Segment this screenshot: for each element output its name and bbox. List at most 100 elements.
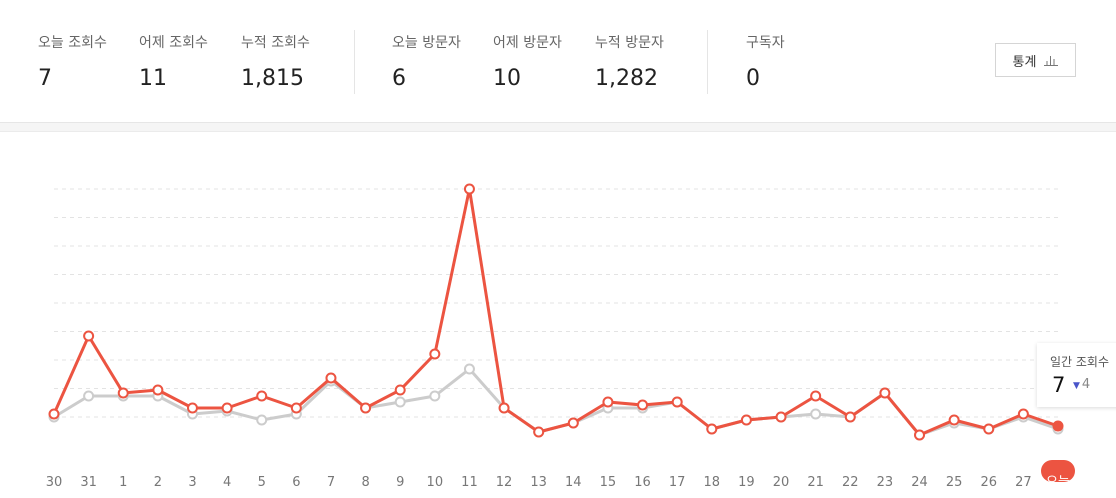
x-tick-label: 오늘: [1046, 475, 1070, 490]
x-tick-label: 18: [704, 475, 721, 490]
x-tick-label: 3: [188, 475, 196, 490]
x-tick-label: 23: [877, 475, 894, 490]
bar-chart-icon: [1044, 56, 1059, 66]
stat-value: 1,815: [241, 66, 304, 91]
section-separator: [0, 123, 1116, 132]
data-point: [983, 423, 995, 435]
data-point: [844, 411, 856, 423]
data-point: [221, 402, 233, 414]
data-point: [879, 387, 891, 399]
tooltip: 일간 조회수 7 ▼ 4: [1037, 343, 1116, 407]
x-tick-label: 30: [46, 475, 63, 490]
data-point: [83, 390, 95, 402]
data-point: [325, 372, 337, 384]
data-point: [567, 417, 579, 429]
data-point: [1052, 420, 1064, 432]
x-tick-label: 1: [119, 475, 127, 490]
stat-total-visitors: 누적 방문자 1,282: [595, 32, 664, 91]
down-arrow-icon: ▼: [1073, 381, 1080, 391]
data-point: [810, 408, 822, 420]
series-line-views: [52, 187, 1059, 437]
stat-total-views: 누적 조회수 1,815: [241, 32, 310, 91]
stat-label: 어제 방문자: [493, 35, 562, 51]
stat-value: 1,282: [595, 66, 658, 91]
data-point: [463, 363, 475, 375]
tooltip-title: 일간 조회수: [1050, 355, 1110, 369]
data-point: [48, 408, 60, 420]
x-tick-label: 26: [980, 475, 997, 490]
divider: [707, 30, 708, 94]
daily-chart: 30 31 1 2 3 4 5 6 7 8 9 10 11 12 13 14 15 16 17 18 19 20 21 22 2…: [46, 183, 1075, 490]
data-point: [256, 390, 268, 402]
data-point: [394, 396, 406, 408]
series-line-visitors: [53, 367, 1059, 437]
data-point: [360, 402, 372, 414]
x-tick-label: 15: [600, 475, 617, 490]
x-tick-label: 31: [80, 475, 97, 490]
x-tick-label: 22: [842, 475, 859, 490]
stat-today-views: 오늘 조회수 7: [38, 32, 107, 91]
x-tick-label: 9: [396, 475, 404, 490]
stat-yesterday-views: 어제 조회수 11: [139, 32, 208, 91]
data-point: [429, 348, 441, 360]
x-tick-label: 8: [361, 475, 369, 490]
divider: [354, 30, 355, 94]
stat-label: 구독자: [746, 35, 785, 51]
data-point: [83, 330, 95, 342]
data-point: [117, 387, 129, 399]
stats-header: 오늘 조회수 7 어제 조회수 11 누적 조회수 1,815 오늘 방문자 6 어제 …: [0, 0, 1116, 123]
data-point: [637, 399, 649, 411]
data-point: [602, 396, 614, 408]
stat-value: 7: [38, 66, 52, 91]
x-tick-label: 12: [496, 475, 513, 490]
data-point: [914, 429, 926, 441]
x-tick-label: 4: [223, 475, 231, 490]
x-tick-label: 2: [154, 475, 162, 490]
data-point: [533, 426, 545, 438]
x-tick-label: 17: [669, 475, 686, 490]
data-point: [810, 390, 822, 402]
stat-label: 어제 조회수: [139, 35, 208, 51]
data-point: [948, 414, 960, 426]
stat-value: 0: [746, 66, 760, 91]
data-point: [256, 414, 268, 426]
data-point: [186, 402, 198, 414]
stat-subscribers: 구독자 0: [746, 32, 785, 91]
data-point: [498, 402, 510, 414]
stat-today-visitors: 오늘 방문자 6: [392, 32, 461, 91]
today-badge: [1041, 460, 1075, 482]
x-tick-label: 10: [427, 475, 444, 490]
stat-label: 누적 조회수: [241, 35, 310, 51]
x-tick-label: 6: [292, 475, 300, 490]
stat-label: 누적 방문자: [595, 35, 664, 51]
stat-label: 오늘 조회수: [38, 35, 107, 51]
data-point: [671, 396, 683, 408]
tooltip-change: ▼ 4: [1073, 377, 1090, 392]
data-point: [463, 183, 475, 195]
data-point: [152, 384, 164, 396]
x-tick-label: 24: [911, 475, 928, 490]
x-tick-label: 25: [946, 475, 963, 490]
x-tick-label: 19: [738, 475, 755, 490]
data-point: [394, 384, 406, 396]
data-point: [775, 411, 787, 423]
stats-button[interactable]: 통계: [995, 43, 1076, 77]
stat-value: 10: [493, 66, 521, 91]
x-tick-label: 7: [327, 475, 335, 490]
tooltip-value: 7: [1052, 373, 1066, 397]
x-tick-label: 21: [807, 475, 824, 490]
x-tick-label: 13: [530, 475, 547, 490]
data-point: [1017, 408, 1029, 420]
tooltip-change-value: 4: [1081, 377, 1091, 392]
stat-value: 11: [139, 66, 167, 91]
x-tick-label: 20: [773, 475, 790, 490]
x-tick-label: 5: [258, 475, 266, 490]
stat-value: 6: [392, 66, 406, 91]
stat-label: 오늘 방문자: [392, 35, 461, 51]
data-point: [429, 390, 441, 402]
data-point: [740, 414, 752, 426]
x-tick-label: 11: [461, 475, 478, 490]
x-tick-label: 27: [1015, 475, 1032, 490]
x-tick-label: 16: [634, 475, 651, 490]
x-tick-label: 14: [565, 475, 582, 490]
